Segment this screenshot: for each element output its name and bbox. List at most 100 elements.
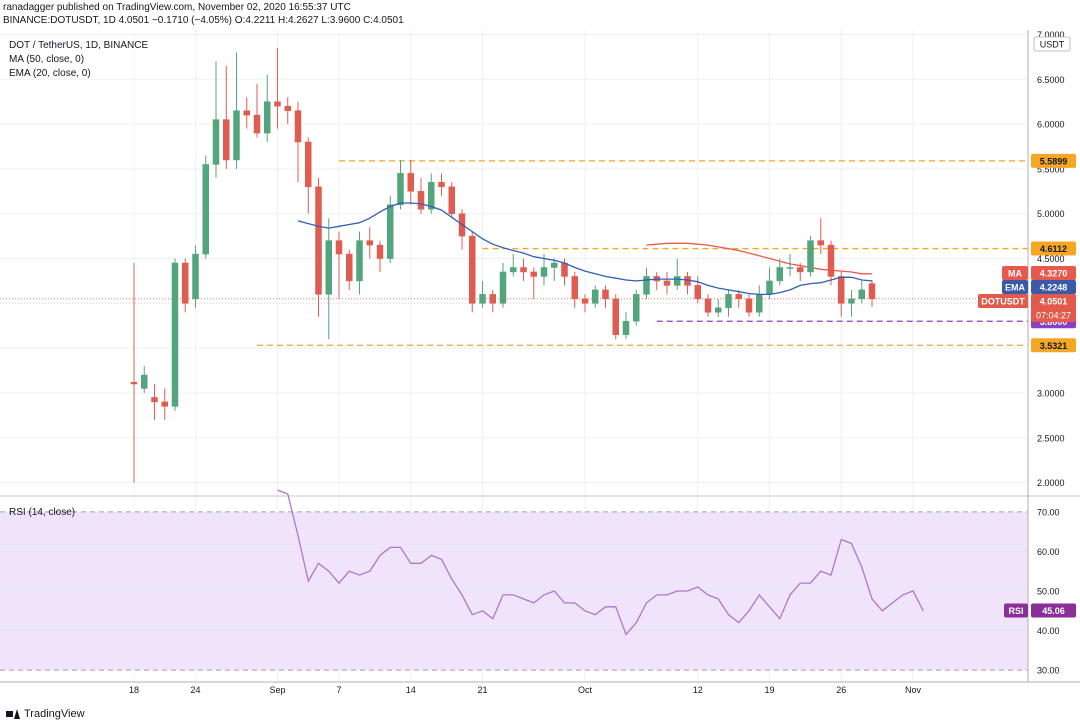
time-tick-label: Oct: [578, 685, 593, 695]
candle: [274, 47, 281, 129]
price-tick-label: 6.5000: [1037, 75, 1065, 85]
candle-body: [438, 182, 445, 188]
candle: [305, 137, 312, 214]
candle-body: [407, 173, 414, 192]
candle-body: [479, 294, 486, 304]
currency-label: USDT: [1040, 40, 1065, 50]
candle: [571, 271, 578, 308]
candle-body: [571, 276, 578, 300]
rsi-axis: 30.00 40.00 50.00 60.00 70.00: [1037, 507, 1060, 675]
candle-body: [171, 262, 179, 407]
candle: [786, 254, 794, 277]
rsi-tick-label: 70.00: [1037, 507, 1060, 517]
high-value: 4.2627: [287, 15, 319, 26]
last-value: 4.0501: [118, 15, 150, 26]
price-tick-label: 7.0000: [1037, 30, 1065, 40]
candle-body: [540, 267, 548, 277]
axis-price-labels: 5.58994.61123.80003.5321MA4.3270EMA4.224…: [978, 153, 1076, 618]
candle-body: [622, 321, 630, 335]
candle-body: [233, 110, 240, 161]
resistance-4.6112-tag-box: [1031, 241, 1076, 256]
high-label: H:: [277, 15, 288, 26]
time-tick-label: 21: [477, 685, 487, 695]
price-tick-label: 2.5000: [1037, 433, 1065, 443]
last-price-symbol: DOTUSDT: [981, 297, 1025, 307]
candle-body: [530, 271, 537, 277]
candle: [807, 236, 814, 277]
ma-tag: MA 4.3270: [1002, 266, 1076, 280]
candle-body: [581, 298, 589, 304]
price-tick-label: 6.0000: [1037, 120, 1065, 130]
candle-body: [510, 267, 517, 273]
candle: [592, 285, 599, 308]
currency-badge[interactable]: [1033, 36, 1071, 52]
candle: [397, 159, 404, 210]
open-value: 4.2211: [245, 15, 276, 26]
candle-body: [735, 294, 742, 300]
brand-label: TradingView: [24, 708, 85, 720]
time-tick-label: 12: [693, 685, 703, 695]
candle-body: [715, 307, 722, 313]
ma-line: [646, 242, 872, 275]
candle-body: [212, 119, 220, 165]
rsi-current-value-box: [1031, 603, 1076, 618]
candle: [376, 240, 384, 272]
candle: [253, 83, 261, 138]
candle-body: [797, 267, 804, 273]
time-tick-label: 18: [129, 685, 139, 695]
candle: [674, 258, 681, 290]
price-tick-label: 3.0000: [1037, 388, 1065, 398]
price-tick-label: 4.5000: [1037, 254, 1065, 264]
chart-canvas[interactable]: 2.00002.50003.00003.50004.00004.50005.00…: [0, 0, 1080, 706]
candle: [663, 271, 671, 295]
candle-body: [151, 397, 158, 403]
legend-ema: EMA (20, close, 0): [9, 68, 91, 79]
candle: [346, 249, 353, 290]
price-axis: 2.00002.50003.00003.50004.00004.50005.00…: [1037, 30, 1065, 488]
candle: [223, 65, 230, 169]
candle: [776, 258, 783, 286]
candle-body: [253, 114, 261, 134]
publisher-caption: ranadagger published on TradingView.com,…: [3, 2, 351, 13]
footer-brand[interactable]: TradingView: [6, 708, 85, 720]
candle-body: [346, 253, 353, 282]
candle: [130, 263, 138, 483]
rsi-tick-label: 30.00: [1037, 666, 1060, 676]
candle-body: [387, 204, 394, 259]
low-label: L:: [321, 15, 330, 26]
price-tick-label: 5.5000: [1037, 164, 1065, 174]
candle: [151, 383, 158, 420]
candle-body: [264, 101, 271, 134]
rsi-current-value: 45.06: [1042, 606, 1065, 616]
candle-body: [848, 298, 855, 304]
candle: [315, 177, 322, 317]
candle-body: [130, 381, 138, 385]
last-price-tag: DOTUSDT 4.0501 07:04:27: [978, 294, 1076, 322]
close-label: C:: [363, 15, 374, 26]
ma-tag-value-box: [1031, 266, 1076, 280]
ohlc-line: BINANCE:DOTUSDT, 1D 4.0501 −0.1710 (−4.0…: [3, 14, 404, 27]
time-tick-label: 26: [836, 685, 846, 695]
candle-body: [868, 283, 876, 300]
candle-body: [786, 267, 794, 269]
candle-body: [612, 298, 619, 335]
candle: [725, 289, 732, 317]
candle: [356, 231, 363, 295]
last-price-countdown: 07:04:27: [1036, 311, 1071, 321]
candle-body: [633, 294, 640, 322]
ema-tag-name-box: [1002, 280, 1028, 294]
candle: [294, 101, 302, 183]
candle: [520, 258, 527, 281]
candle-body: [305, 141, 312, 188]
candle-body: [294, 110, 302, 143]
rsi-current-name-box: [1004, 603, 1028, 618]
rsi-tick-label: 50.00: [1037, 586, 1060, 596]
resistance-5.5899-tag: 5.5899: [1031, 153, 1076, 168]
price-tick-label: 2.0000: [1037, 478, 1065, 488]
symbol-label: BINANCE:DOTUSDT, 1D: [3, 15, 116, 26]
candle: [202, 155, 209, 259]
candle-body: [274, 101, 281, 107]
rsi-current-name: RSI: [1008, 606, 1023, 616]
candle: [141, 366, 148, 393]
candle: [264, 74, 271, 143]
